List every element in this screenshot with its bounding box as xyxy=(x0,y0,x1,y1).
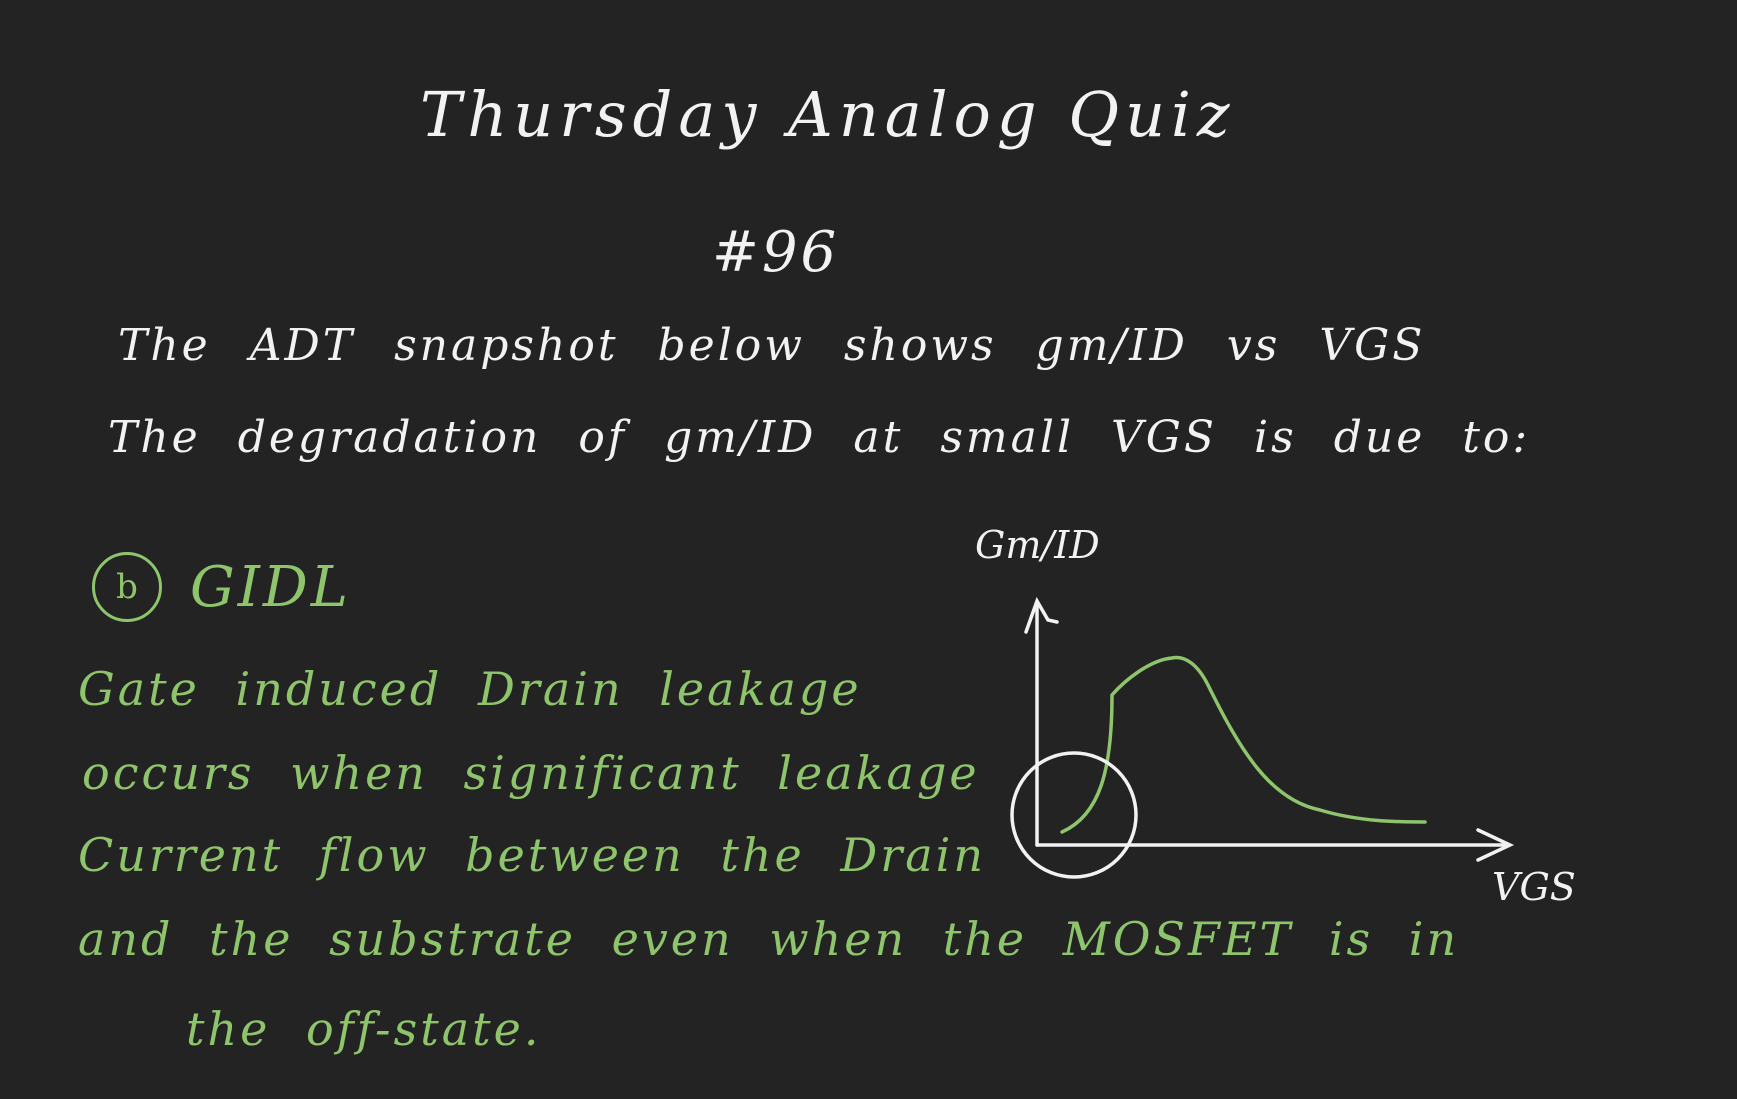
axes xyxy=(1024,596,1515,862)
answer: b GIDL xyxy=(92,552,351,622)
question-line-2: The degradation of gm/ID at small VGS is… xyxy=(108,412,1531,463)
quiz-title: Thursday Analog Quiz xyxy=(420,78,1236,151)
question-line-1: The ADT snapshot below shows gm/ID vs VG… xyxy=(118,320,1426,371)
explanation-line-3: Current flow between the Drain xyxy=(78,828,986,882)
x-axis-arrow-icon xyxy=(1476,828,1515,862)
y-axis-label: Gm/ID xyxy=(975,523,1100,567)
x-axis-label: VGS xyxy=(1492,865,1576,909)
explanation-line-1: Gate induced Drain leakage xyxy=(78,662,862,716)
explanation-line-5: the off-state. xyxy=(186,1002,542,1056)
y-axis-arrow-icon xyxy=(1024,596,1059,634)
gm-id-curve xyxy=(1060,655,1427,834)
answer-label: GIDL xyxy=(190,554,351,620)
answer-option-badge: b xyxy=(92,552,162,622)
explanation-line-2: occurs when significant leakage xyxy=(82,746,980,800)
quiz-number: #96 xyxy=(712,220,840,285)
explanation-line-4: and the substrate even when the MOSFET i… xyxy=(78,912,1460,966)
highlight-circle xyxy=(1010,751,1138,879)
